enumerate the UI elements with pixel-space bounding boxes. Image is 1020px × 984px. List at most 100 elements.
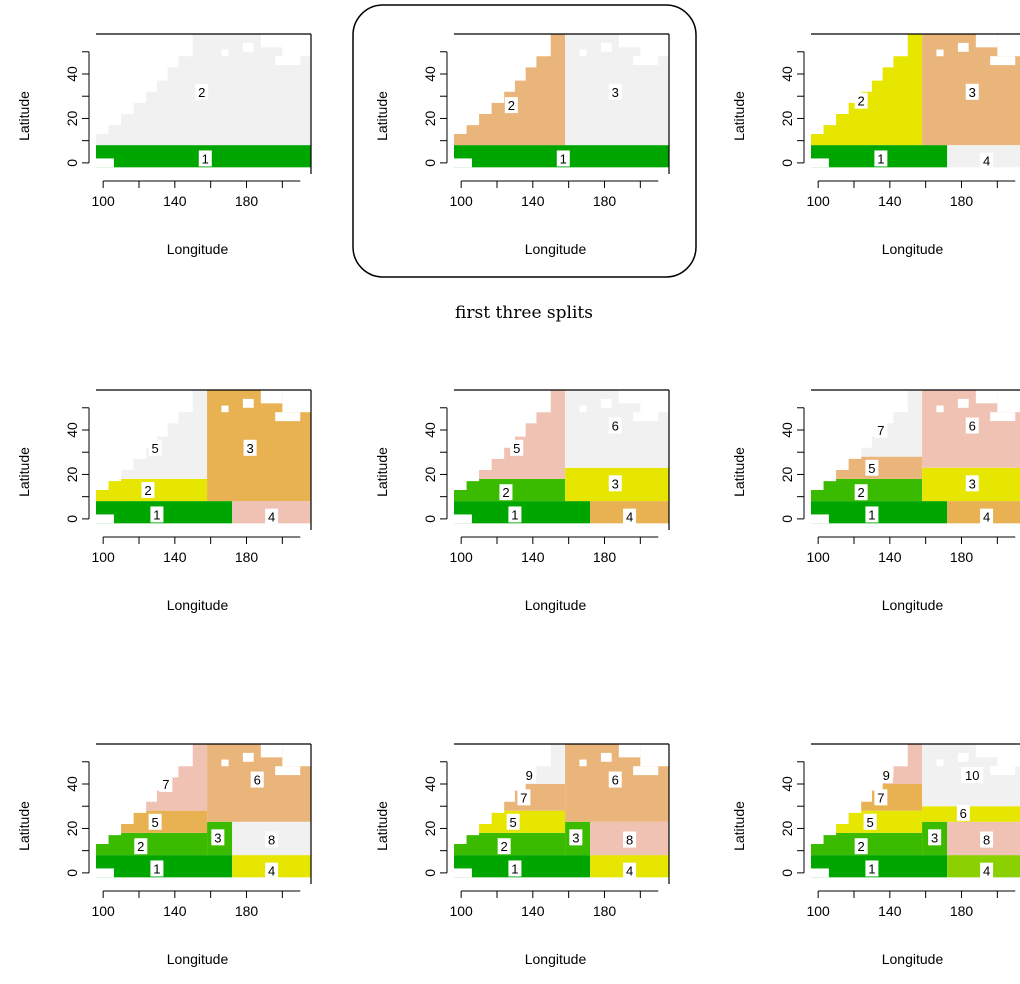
- no-data-cell: [936, 405, 944, 413]
- cluster-label: 7: [877, 790, 884, 805]
- unsampled-mask: [96, 744, 311, 878]
- y-tick-label: 20: [779, 466, 795, 482]
- y-tick-label: 20: [64, 466, 80, 482]
- no-data-cell: [242, 752, 254, 762]
- no-data-cell: [579, 405, 587, 413]
- cluster-label: 6: [254, 773, 261, 788]
- cluster-label-bg: [965, 475, 979, 492]
- x-axis-title: Longitude: [882, 241, 944, 257]
- y-tick-label: 40: [779, 422, 795, 438]
- no-data-cell: [221, 49, 229, 57]
- no-data-cell: [811, 868, 829, 878]
- highlight-box: [352, 4, 697, 278]
- x-axis-title: Longitude: [167, 951, 229, 967]
- cluster-label: 9: [526, 768, 533, 783]
- x-tick-label: 100: [91, 193, 115, 209]
- cluster-label-bg: [854, 484, 868, 501]
- no-data-cell: [990, 56, 1016, 66]
- y-tick-label: 0: [779, 515, 795, 523]
- cluster-label-bg: [556, 150, 570, 167]
- cluster-label: 5: [868, 461, 875, 476]
- no-data-cell: [96, 158, 114, 168]
- no-data-cell: [282, 34, 311, 57]
- no-data-cell: [221, 759, 229, 767]
- cluster-region: [454, 855, 591, 878]
- no-data-area: [454, 34, 551, 146]
- cluster-label-bg: [211, 829, 225, 846]
- x-tick-label: 140: [878, 193, 902, 209]
- y-tick-label: 0: [779, 159, 795, 167]
- cluster-label: 1: [202, 151, 209, 166]
- no-data-cell: [633, 766, 659, 776]
- no-data-cell: [618, 390, 641, 404]
- x-tick-label: 140: [878, 903, 902, 919]
- no-data-cell: [957, 398, 969, 408]
- no-data-cell: [96, 868, 114, 878]
- y-axis-title: Latitude: [731, 91, 747, 141]
- cluster-label-bg: [608, 771, 622, 788]
- cluster-label: 4: [626, 864, 633, 879]
- x-axis-title: Longitude: [882, 597, 944, 613]
- cluster-label-bg: [980, 152, 994, 169]
- no-data-cell: [990, 766, 1016, 776]
- cluster-label: 4: [983, 154, 990, 169]
- no-data-cell: [260, 744, 283, 758]
- cluster-label: 6: [960, 806, 967, 821]
- x-axis-title: Longitude: [525, 597, 587, 613]
- cluster-label-bg: [879, 767, 893, 784]
- cluster-region: [811, 855, 948, 878]
- x-tick-label: 100: [449, 549, 473, 565]
- cluster-label: 8: [983, 833, 990, 848]
- cluster-label: 3: [969, 476, 976, 491]
- cluster-label: 3: [612, 85, 619, 100]
- cluster-label-bg: [623, 831, 637, 848]
- cluster-label-bg: [195, 83, 209, 100]
- cluster-label-bg: [504, 97, 518, 114]
- cluster-label-bg: [608, 83, 622, 100]
- caption: first three splits: [455, 303, 593, 323]
- no-data-cell: [640, 744, 669, 767]
- no-data-cell: [997, 34, 1020, 57]
- x-tick-label: 180: [950, 903, 974, 919]
- cluster-label-bg: [265, 831, 279, 848]
- y-axis-title: Latitude: [16, 447, 32, 497]
- unsampled-mask: [96, 34, 311, 168]
- no-data-cell: [282, 390, 311, 413]
- cluster-label-bg: [854, 92, 868, 109]
- cluster-label-bg: [961, 767, 984, 784]
- x-tick-label: 180: [235, 903, 259, 919]
- cluster-label-bg: [865, 860, 879, 877]
- no-data-cell: [990, 412, 1016, 422]
- cluster-label: 10: [965, 768, 979, 783]
- cluster-label: 4: [268, 864, 275, 879]
- y-axis-title: Latitude: [731, 447, 747, 497]
- cluster-label: 8: [626, 833, 633, 848]
- x-tick-label: 140: [163, 193, 187, 209]
- no-data-cell: [454, 514, 472, 524]
- unsampled-mask: [811, 390, 1020, 524]
- cluster-label: 3: [572, 830, 579, 845]
- cluster-label-bg: [608, 417, 622, 434]
- y-tick-label: 0: [64, 159, 80, 167]
- cluster-label: 5: [513, 441, 520, 456]
- no-data-cell: [242, 398, 254, 408]
- x-tick-label: 100: [806, 549, 830, 565]
- cluster-label-bg: [956, 804, 970, 821]
- y-axis-title: Latitude: [374, 91, 390, 141]
- no-data-cell: [975, 34, 998, 48]
- cluster-label: 1: [868, 861, 875, 876]
- panel-7: 100 140 180 Longitude 0 20 40 Latitude 12 3 4 5 6 7 8: [16, 743, 312, 967]
- cluster-label-bg: [865, 506, 879, 523]
- cluster-label-bg: [928, 829, 942, 846]
- cluster-label: 2: [144, 483, 151, 498]
- no-data-cell: [275, 56, 301, 66]
- cluster-label: 1: [877, 151, 884, 166]
- cluster-label: 2: [502, 485, 509, 500]
- y-tick-label: 0: [64, 869, 80, 877]
- panel-2: 100 140 180 Longitude 0 20 40 Latitude 1 2 3: [374, 33, 670, 257]
- cluster-label: 5: [867, 815, 874, 830]
- no-data-cell: [936, 49, 944, 57]
- x-tick-label: 140: [163, 549, 187, 565]
- cluster-label: 3: [612, 476, 619, 491]
- cluster-label-bg: [159, 776, 173, 792]
